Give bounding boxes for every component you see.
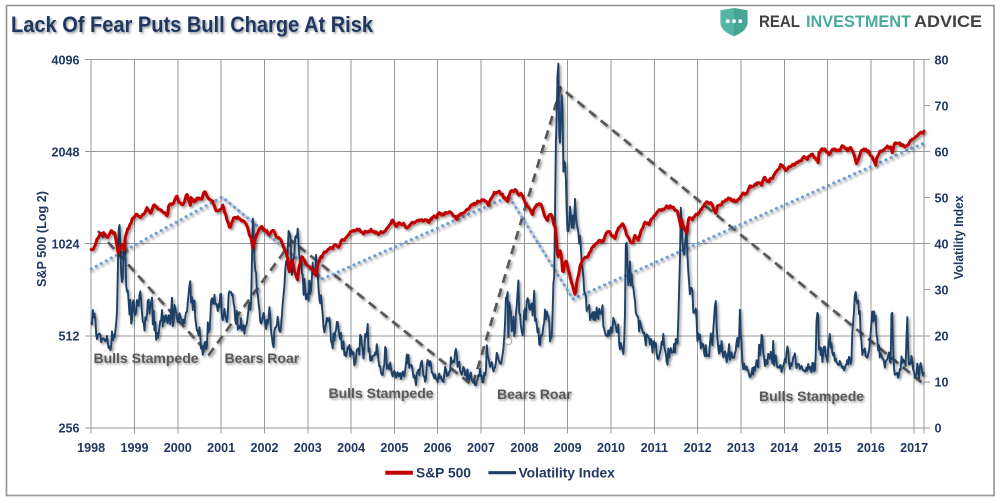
svg-text:2001: 2001	[207, 441, 235, 455]
svg-text:2000: 2000	[164, 441, 192, 455]
svg-text:Bulls Stampede: Bulls Stampede	[759, 388, 864, 404]
svg-text:512: 512	[58, 329, 79, 343]
svg-text:0: 0	[935, 422, 942, 436]
svg-text:50: 50	[935, 191, 949, 205]
svg-text:2004: 2004	[337, 441, 365, 455]
svg-text:2003: 2003	[294, 441, 322, 455]
svg-text:Bulls Stampede: Bulls Stampede	[329, 385, 434, 401]
svg-text:2048: 2048	[51, 145, 79, 159]
svg-text:80: 80	[935, 53, 949, 67]
svg-text:40: 40	[935, 237, 949, 251]
svg-text:2009: 2009	[554, 441, 582, 455]
svg-text:Bulls Stampede: Bulls Stampede	[94, 350, 199, 366]
svg-text:2005: 2005	[380, 441, 408, 455]
svg-text:2011: 2011	[641, 441, 668, 455]
svg-text:60: 60	[935, 145, 949, 159]
svg-text:2015: 2015	[814, 441, 842, 455]
svg-text:1024: 1024	[51, 237, 79, 251]
svg-text:2007: 2007	[467, 441, 495, 455]
svg-text:1998: 1998	[77, 441, 105, 455]
svg-text:ADVICE: ADVICE	[914, 12, 982, 31]
svg-text:Volatility Index: Volatility Index	[952, 196, 966, 280]
svg-text:2010: 2010	[597, 441, 625, 455]
svg-text:1999: 1999	[120, 441, 148, 455]
svg-text:70: 70	[935, 99, 949, 113]
svg-text:REAL: REAL	[759, 12, 800, 31]
svg-text:2002: 2002	[250, 441, 278, 455]
svg-text:20: 20	[935, 329, 949, 343]
svg-text:4096: 4096	[51, 53, 79, 67]
svg-text:30: 30	[935, 283, 949, 297]
svg-text:2016: 2016	[857, 441, 885, 455]
svg-text:Volatility Index: Volatility Index	[519, 466, 616, 481]
svg-text:S&P 500: S&P 500	[416, 466, 471, 481]
svg-text:256: 256	[58, 422, 79, 436]
svg-text:2017: 2017	[900, 441, 928, 455]
svg-text:S&P 500 (Log 2): S&P 500 (Log 2)	[35, 191, 49, 287]
svg-text:2014: 2014	[770, 441, 798, 455]
svg-text:INVESTMENT: INVESTMENT	[806, 12, 912, 31]
svg-text:2006: 2006	[424, 441, 452, 455]
svg-text:2013: 2013	[727, 441, 755, 455]
svg-text:Bears Roar: Bears Roar	[225, 350, 300, 366]
svg-text:2012: 2012	[684, 441, 712, 455]
svg-text:2008: 2008	[510, 441, 538, 455]
svg-text:Bears Roar: Bears Roar	[497, 386, 572, 402]
svg-text:10: 10	[935, 376, 949, 390]
svg-text:Lack Of Fear Puts Bull Charge: Lack Of Fear Puts Bull Charge At Risk	[11, 12, 374, 37]
